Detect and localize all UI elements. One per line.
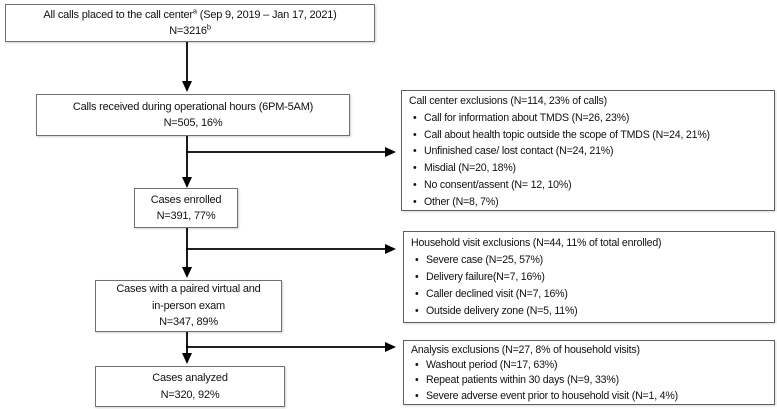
exclusion-item-text: Caller declined visit (N=7, 16%) [426, 288, 568, 300]
bullet-icon: • [413, 178, 417, 191]
exclusion-item: • Unfinished case/ lost contact (N=24, 21… [407, 143, 770, 160]
text-segment: All calls placed to the call center [43, 8, 193, 21]
exclusion-item: • Misdial (N=20, 18%) [407, 160, 770, 177]
box-paired-exam-line2: in-person exam [151, 299, 225, 312]
box-calls-received-line1: Calls received during operational hours … [72, 100, 314, 113]
box-cases-analyzed-line1: Cases analyzed [152, 372, 228, 384]
arrowhead-top-to-received [182, 81, 192, 92]
exclusion-item: • Severe adverse event prior to household… [409, 389, 770, 404]
text-segment: (Sep 9, 2019 – Jan 17, 2021) [196, 8, 337, 21]
bullet-icon: • [415, 271, 419, 283]
box-household-visit-exclusions: Household visit exclusions (N=44, 11% of… [403, 231, 775, 323]
arrowhead-enrolled-to-paired [182, 267, 192, 278]
box-cases-analyzed: Cases analyzed N=320, 92% [95, 366, 285, 407]
arrowhead-received-to-enrolled [182, 177, 192, 188]
exclusion-item: • Washout period (N=17, 63%) [409, 358, 770, 373]
exclusion-title: Call center exclusions (N=114, 23% of ca… [409, 95, 607, 107]
arrowhead-household-exclusions [385, 244, 396, 254]
box-paired-exam: Cases with a paired virtual and in-perso… [95, 280, 282, 332]
arrowhead-analysis-exclusions [385, 342, 396, 352]
exclusion-item: • Severe case (N=25, 57%) [409, 252, 770, 269]
bullet-icon: • [413, 162, 417, 175]
box-cases-enrolled: Cases enrolled N=391, 77% [134, 188, 238, 228]
exclusion-item-text: Misdial (N=20, 18%) [424, 162, 516, 175]
exclusion-item-text: Severe case (N=25, 57%) [426, 254, 543, 266]
exclusion-item: • Other (N=8, 7%) [407, 194, 770, 211]
exclusion-item: • Call about health topic outside the sco… [407, 127, 770, 144]
box-all-calls-line1: All calls placed to the call centera (Se… [43, 7, 336, 24]
text-segment: N=3216 [169, 25, 207, 37]
exclusion-item-text: No consent/assent (N= 12, 10%) [424, 178, 572, 191]
bullet-icon: • [415, 374, 419, 387]
exclusion-item: • Repeat patients within 30 days (N=9, 33… [409, 373, 770, 388]
bullet-icon: • [413, 195, 417, 208]
box-call-center-exclusions: Call center exclusions (N=114, 23% of ca… [401, 90, 775, 211]
exclusion-item: • Outside delivery zone (N=5, 11%) [409, 303, 770, 320]
box-cases-enrolled-line2: N=391, 77% [156, 210, 216, 222]
exclusion-item: • Delivery failure(N=7, 16%) [409, 269, 770, 286]
box-calls-received-line2: N=505, 16% [163, 117, 223, 129]
footnote-marker-a: a [192, 5, 197, 15]
exclusion-title: Household visit exclusions (N=44, 11% of… [411, 237, 662, 249]
box-calls-received: Calls received during operational hours … [36, 94, 350, 136]
bullet-icon: • [413, 128, 417, 141]
bullet-icon: • [415, 389, 419, 402]
footnote-marker-b: b [206, 22, 211, 32]
exclusion-item-text: Delivery failure(N=7, 16%) [426, 271, 545, 283]
bullet-icon: • [413, 145, 417, 158]
box-cases-enrolled-line1: Cases enrolled [150, 193, 222, 206]
box-paired-exam-line3: N=347, 89% [159, 316, 218, 329]
exclusion-item-text: Call for information about TMDS (N=26, 2… [424, 111, 630, 124]
bullet-icon: • [415, 359, 419, 372]
exclusion-item-text: Washout period (N=17, 63%) [426, 359, 558, 372]
bullet-icon: • [415, 288, 419, 300]
exclusion-item-text: Call about health topic outside the scop… [424, 128, 710, 141]
exclusion-item-text: Severe adverse event prior to household … [426, 389, 678, 402]
exclusion-item: • Caller declined visit (N=7, 16%) [409, 286, 770, 303]
exclusion-item-text: Other (N=8, 7%) [424, 195, 499, 208]
arrowhead-call-center-exclusions [385, 147, 396, 157]
exclusion-item-text: Repeat patients within 30 days (N=9, 33%… [426, 374, 619, 387]
bullet-icon: • [415, 305, 419, 317]
arrowhead-paired-to-analyzed [182, 353, 192, 364]
box-all-calls: All calls placed to the call centera (Se… [5, 4, 375, 42]
box-analysis-exclusions: Analysis exclusions (N=27, 8% of househo… [403, 340, 775, 405]
bullet-icon: • [413, 111, 417, 124]
exclusion-title: Analysis exclusions (N=27, 8% of househo… [411, 344, 640, 356]
box-all-calls-line2: N=3216b [169, 23, 211, 40]
box-cases-analyzed-line2: N=320, 92% [160, 388, 220, 401]
exclusion-item-text: Unfinished case/ lost contact (N=24, 21%… [424, 145, 614, 158]
exclusion-item-text: Outside delivery zone (N=5, 11%) [426, 305, 578, 317]
exclusion-item: • Call for information about TMDS (N=26, … [407, 110, 770, 127]
box-paired-exam-line1: Cases with a paired virtual and [116, 283, 261, 296]
bullet-icon: • [415, 254, 419, 266]
exclusion-item: • No consent/assent (N= 12, 10%) [407, 177, 770, 194]
